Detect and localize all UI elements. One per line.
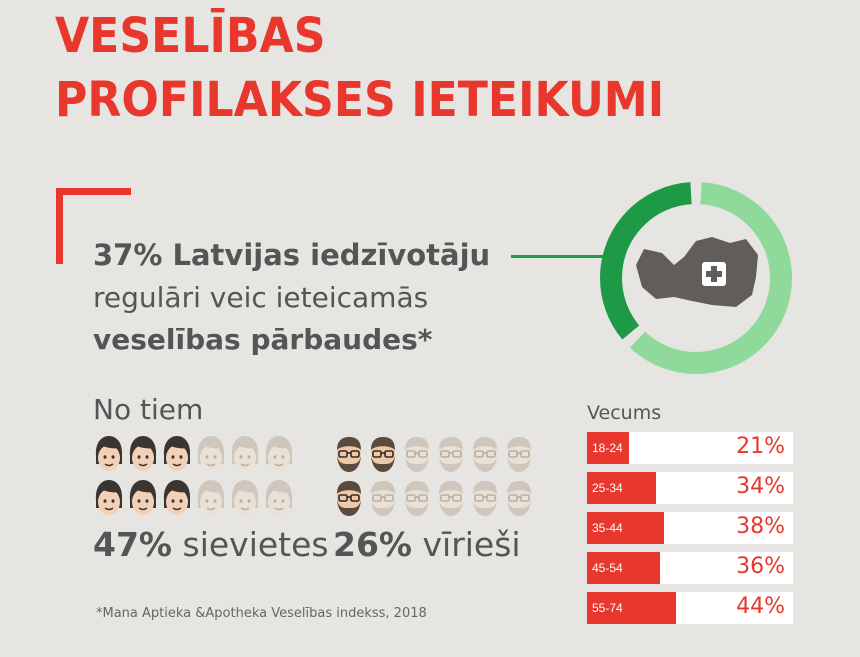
- man-icon: [333, 434, 367, 478]
- age-bar: [587, 512, 664, 544]
- man-icon: [435, 478, 469, 522]
- headline-line-2: regulāri veic ieteicamās: [93, 281, 429, 314]
- man-icon: [367, 434, 401, 478]
- woman-icon: [93, 434, 127, 478]
- age-value-label: 34%: [736, 474, 785, 499]
- age-bar: [587, 472, 656, 504]
- man-icon: [435, 434, 469, 478]
- man-icon: [367, 478, 401, 522]
- man-icon: [503, 478, 537, 522]
- man-icon: [401, 478, 435, 522]
- woman-icon: [263, 478, 297, 522]
- donut-chart: [600, 182, 792, 374]
- title-line-1: VESELĪBAS: [55, 8, 326, 64]
- footnote: *Mana Aptieka &Apotheka Veselības indeks…: [96, 606, 427, 621]
- men-label: vīrieši: [422, 525, 521, 564]
- age-row: 45-54 36%: [587, 552, 793, 584]
- connector-line: [511, 255, 606, 258]
- men-icon-grid: [333, 434, 537, 522]
- age-bar: [587, 592, 676, 624]
- man-icon: [401, 434, 435, 478]
- women-stat: 47% sievietes: [93, 525, 329, 564]
- woman-icon: [229, 478, 263, 522]
- woman-icon: [195, 478, 229, 522]
- latvia-map-icon: [636, 237, 758, 307]
- age-chart-title: Vecums: [587, 402, 662, 424]
- age-row: 35-44 38%: [587, 512, 793, 544]
- woman-icon: [127, 478, 161, 522]
- man-icon: [333, 478, 367, 522]
- age-value-label: 36%: [736, 554, 785, 579]
- man-icon: [469, 434, 503, 478]
- man-icon: [469, 478, 503, 522]
- woman-icon: [161, 434, 195, 478]
- age-category-label: 18-24: [592, 441, 623, 455]
- title-line-2: PROFILAKSES IETEIKUMI: [55, 72, 665, 128]
- woman-icon: [229, 434, 263, 478]
- women-icon-grid: [93, 434, 297, 522]
- men-percent: 26%: [333, 525, 412, 564]
- women-percent: 47%: [93, 525, 172, 564]
- age-value-label: 44%: [736, 594, 785, 619]
- woman-icon: [93, 478, 127, 522]
- donut-filled-arc: [600, 182, 792, 374]
- breakdown-heading: No tiem: [93, 393, 204, 426]
- age-row: 55-74 44%: [587, 592, 793, 624]
- age-row: 25-34 34%: [587, 472, 793, 504]
- woman-icon: [263, 434, 297, 478]
- age-bar: [587, 432, 630, 464]
- women-label: sievietes: [182, 525, 329, 564]
- age-category-label: 25-34: [592, 481, 623, 495]
- age-value-label: 38%: [736, 514, 785, 539]
- woman-icon: [195, 434, 229, 478]
- age-bar: [587, 552, 660, 584]
- headline-line-3: veselības pārbaudes*: [93, 323, 433, 356]
- donut-rest-arc: [600, 182, 792, 374]
- men-stat: 26% vīrieši: [333, 525, 521, 564]
- age-category-label: 45-54: [592, 561, 623, 575]
- age-category-label: 35-44: [592, 521, 623, 535]
- age-value-label: 21%: [736, 434, 785, 459]
- woman-icon: [127, 434, 161, 478]
- age-category-label: 55-74: [592, 601, 623, 615]
- woman-icon: [161, 478, 195, 522]
- age-row: 18-24 21%: [587, 432, 793, 464]
- headline-stat: 37% Latvijas iedzīvotāju: [93, 238, 491, 272]
- man-icon: [503, 434, 537, 478]
